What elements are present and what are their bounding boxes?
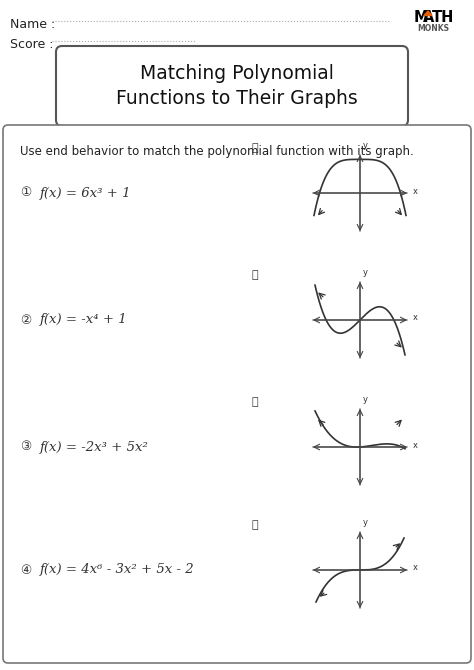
Text: A: A xyxy=(423,10,434,25)
Text: x: x xyxy=(413,186,418,196)
FancyBboxPatch shape xyxy=(56,46,408,126)
Text: y: y xyxy=(363,395,368,404)
Text: TH: TH xyxy=(432,10,455,25)
Text: ③: ③ xyxy=(20,440,31,454)
Text: ⓒ: ⓒ xyxy=(252,397,259,407)
Text: ④: ④ xyxy=(20,563,31,576)
Polygon shape xyxy=(424,11,432,15)
Text: x: x xyxy=(413,563,418,572)
Text: Matching Polynomial
Functions to Their Graphs: Matching Polynomial Functions to Their G… xyxy=(116,64,358,109)
Text: f(x) = 4x⁶ - 3x² + 5x - 2: f(x) = 4x⁶ - 3x² + 5x - 2 xyxy=(40,563,195,576)
Text: ⓐ: ⓐ xyxy=(252,143,259,153)
Text: y: y xyxy=(363,141,368,150)
Text: ⓓ: ⓓ xyxy=(252,520,259,530)
Text: f(x) = 6x³ + 1: f(x) = 6x³ + 1 xyxy=(40,186,131,200)
Text: ②: ② xyxy=(20,314,31,326)
FancyBboxPatch shape xyxy=(3,125,471,663)
Text: x: x xyxy=(413,440,418,450)
Text: f(x) = -x⁴ + 1: f(x) = -x⁴ + 1 xyxy=(40,314,128,326)
Text: Name :: Name : xyxy=(10,18,55,31)
Text: ①: ① xyxy=(20,186,31,200)
Text: y: y xyxy=(363,268,368,277)
Text: Score :: Score : xyxy=(10,38,54,51)
Text: y: y xyxy=(363,518,368,527)
Text: x: x xyxy=(413,314,418,322)
Text: f(x) = -2x³ + 5x²: f(x) = -2x³ + 5x² xyxy=(40,440,149,454)
Text: ⓑ: ⓑ xyxy=(252,270,259,280)
Text: Use end behavior to match the polynomial function with its graph.: Use end behavior to match the polynomial… xyxy=(20,145,414,158)
Text: MONKS: MONKS xyxy=(417,24,449,33)
Text: M: M xyxy=(414,10,428,25)
